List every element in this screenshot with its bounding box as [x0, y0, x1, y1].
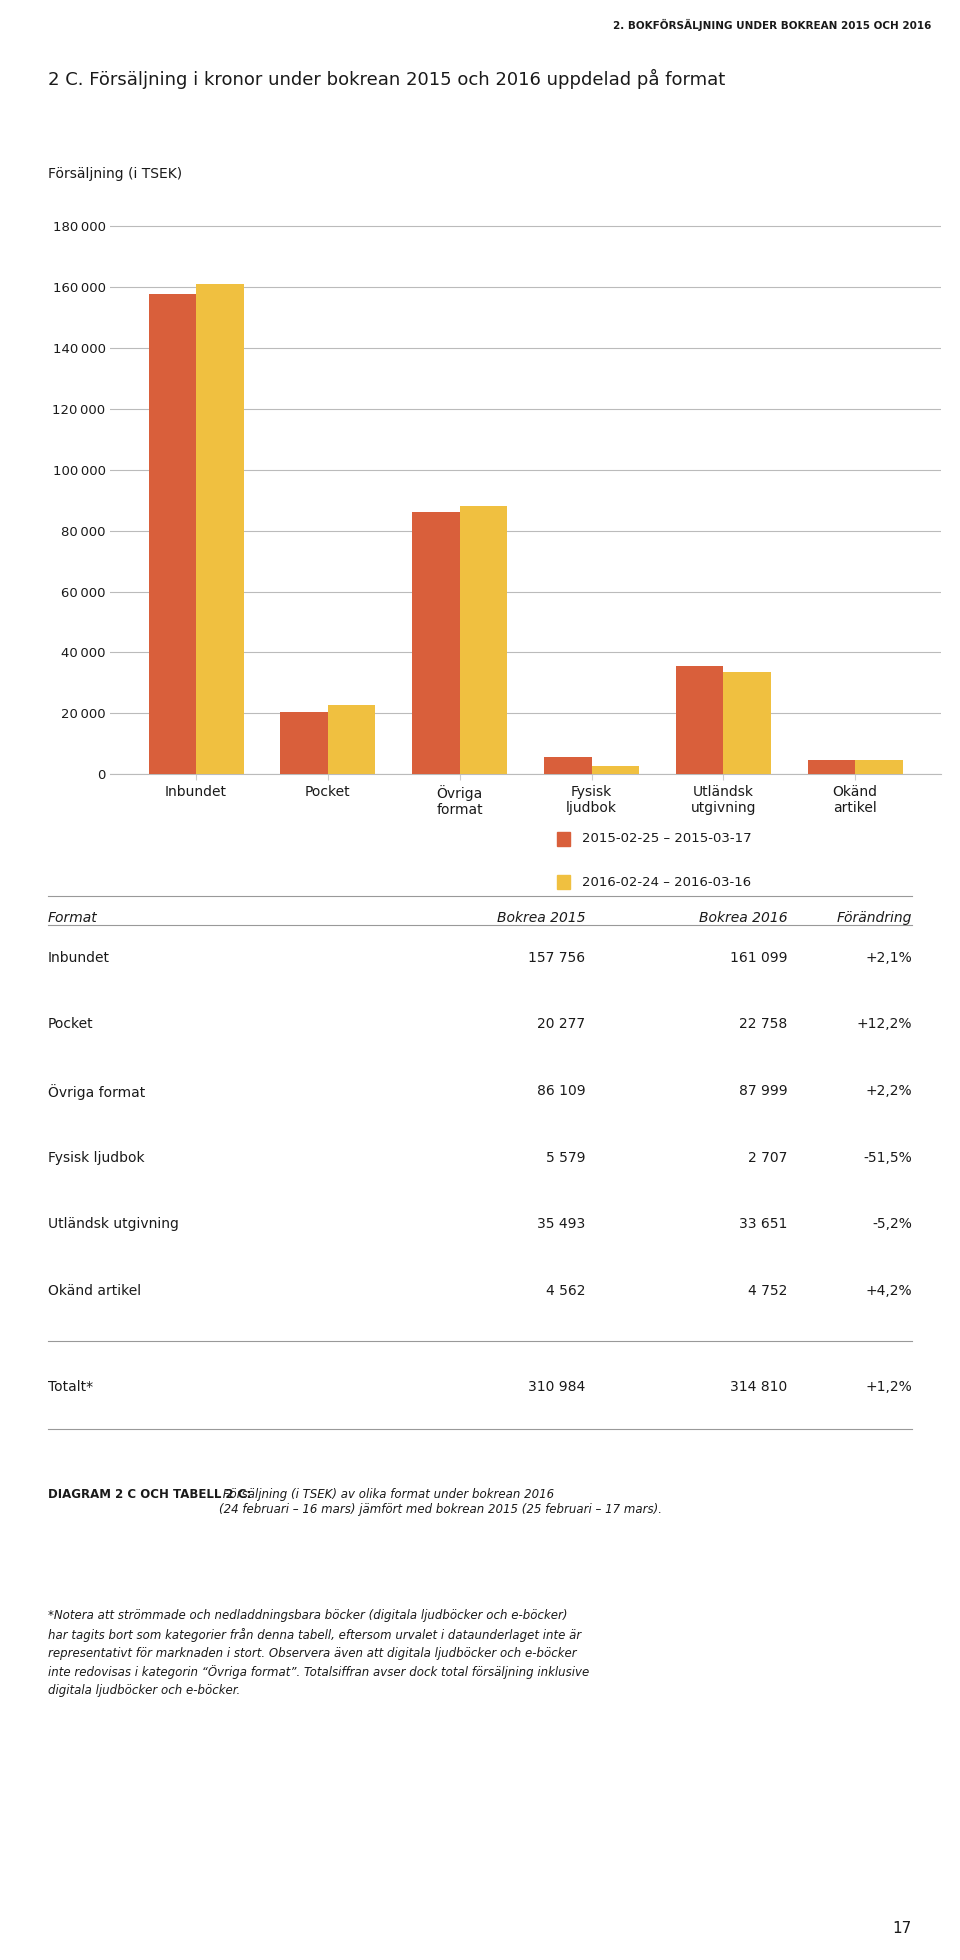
Text: 86 109: 86 109	[537, 1084, 586, 1098]
Text: 2015-02-25 – 2015-03-17: 2015-02-25 – 2015-03-17	[582, 833, 752, 845]
Bar	[328, 706, 375, 774]
Text: 310 984: 310 984	[528, 1380, 586, 1394]
Text: -51,5%: -51,5%	[863, 1151, 912, 1164]
Text: Övriga format: Övriga format	[48, 1084, 145, 1100]
Text: +1,2%: +1,2%	[865, 1380, 912, 1394]
Text: 157 756: 157 756	[528, 951, 586, 964]
Text: Fysisk ljudbok: Fysisk ljudbok	[48, 1151, 145, 1164]
Text: 20 277: 20 277	[538, 1017, 586, 1031]
Text: +12,2%: +12,2%	[856, 1017, 912, 1031]
Text: 2. BOKFÖRSÄLJNING UNDER BOKREAN 2015 OCH 2016: 2. BOKFÖRSÄLJNING UNDER BOKREAN 2015 OCH…	[612, 18, 931, 31]
Text: Pocket: Pocket	[48, 1017, 94, 1031]
Text: Inbundet: Inbundet	[48, 951, 110, 964]
Text: 161 099: 161 099	[730, 951, 787, 964]
Text: 4 562: 4 562	[546, 1284, 586, 1298]
Text: 22 758: 22 758	[739, 1017, 787, 1031]
Text: Bokrea 2015: Bokrea 2015	[497, 911, 586, 925]
Bar	[280, 713, 328, 774]
Text: 35 493: 35 493	[538, 1217, 586, 1231]
Text: DIAGRAM 2 C OCH TABELL 2 C:: DIAGRAM 2 C OCH TABELL 2 C:	[48, 1488, 252, 1501]
Bar	[855, 760, 902, 774]
Text: 4 752: 4 752	[748, 1284, 787, 1298]
Text: *Notera att strömmade och nedladdningsbara böcker (digitala ljudböcker och e-böc: *Notera att strömmade och nedladdningsba…	[48, 1609, 589, 1697]
Text: +4,2%: +4,2%	[865, 1284, 912, 1298]
Text: 17: 17	[893, 1921, 912, 1936]
Text: 2 C. Försäljning i kronor under bokrean 2015 och 2016 uppdelad på format: 2 C. Försäljning i kronor under bokrean …	[48, 69, 725, 88]
Bar	[196, 284, 244, 774]
Bar	[460, 506, 507, 774]
Text: Format: Format	[48, 911, 98, 925]
Text: 314 810: 314 810	[730, 1380, 787, 1394]
Bar	[591, 766, 639, 774]
Text: +2,1%: +2,1%	[865, 951, 912, 964]
Text: 33 651: 33 651	[739, 1217, 787, 1231]
Text: Försäljning (i TSEK): Försäljning (i TSEK)	[48, 167, 182, 180]
Bar	[807, 760, 855, 774]
Bar	[412, 512, 460, 774]
Text: Utländsk utgivning: Utländsk utgivning	[48, 1217, 179, 1231]
Text: Förändring: Förändring	[836, 911, 912, 925]
Text: +2,2%: +2,2%	[865, 1084, 912, 1098]
Text: 87 999: 87 999	[738, 1084, 787, 1098]
Bar	[676, 666, 723, 774]
Text: Totalt*: Totalt*	[48, 1380, 93, 1394]
Text: Bokrea 2016: Bokrea 2016	[699, 911, 787, 925]
Text: -5,2%: -5,2%	[872, 1217, 912, 1231]
Text: Försäljning (i TSEK) av olika format under bokrean 2016
(24 februari – 16 mars) : Försäljning (i TSEK) av olika format und…	[219, 1488, 661, 1515]
Bar	[723, 672, 771, 774]
Text: 2016-02-24 – 2016-03-16: 2016-02-24 – 2016-03-16	[582, 876, 751, 888]
Bar	[544, 757, 591, 774]
Bar	[149, 294, 196, 774]
Text: 2 707: 2 707	[748, 1151, 787, 1164]
Text: 5 579: 5 579	[546, 1151, 586, 1164]
Text: Okänd artikel: Okänd artikel	[48, 1284, 141, 1298]
